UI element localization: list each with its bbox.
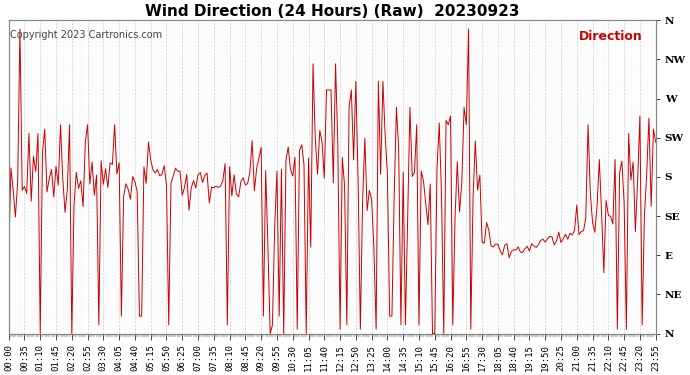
Title: Wind Direction (24 Hours) (Raw)  20230923: Wind Direction (24 Hours) (Raw) 20230923: [145, 4, 520, 19]
Text: Direction: Direction: [579, 30, 643, 43]
Text: Copyright 2023 Cartronics.com: Copyright 2023 Cartronics.com: [10, 30, 162, 40]
